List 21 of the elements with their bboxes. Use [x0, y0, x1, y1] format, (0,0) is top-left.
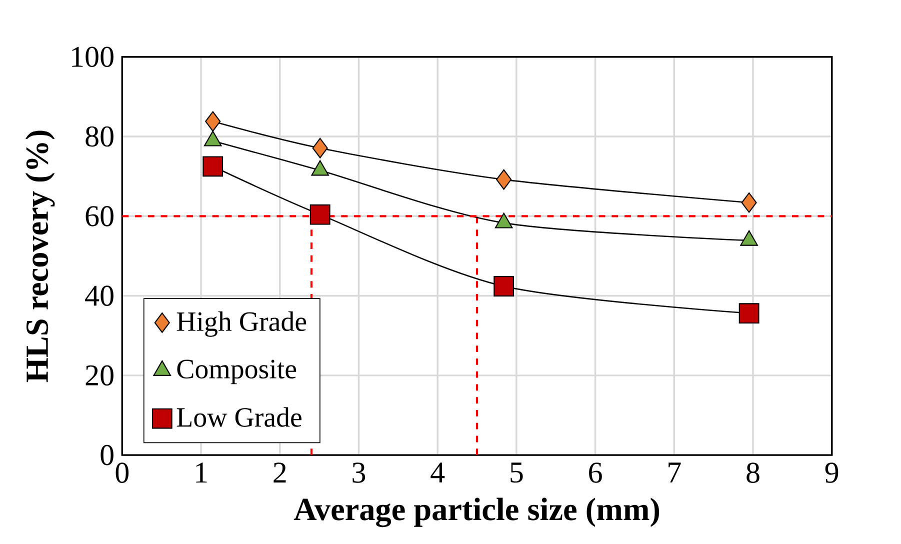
- x-axis-title: Average particle size (mm): [294, 498, 660, 528]
- y-tick-label: 80: [86, 126, 114, 147]
- x-tick-label: 1: [196, 462, 207, 483]
- x-tick-label: 4: [430, 462, 445, 483]
- x-tick-label: 9: [825, 462, 838, 484]
- y-tick-label: 40: [85, 286, 114, 306]
- x-tick-label: 3: [352, 462, 366, 484]
- x-tick-label: 2: [274, 462, 286, 483]
- y-axis-title: HLS recovery (%): [25, 130, 55, 382]
- x-tick-label: 8: [746, 462, 760, 484]
- legend-label: Composite: [177, 360, 296, 384]
- legend-label: High Grade: [176, 312, 306, 337]
- y-tick-label: 0: [100, 445, 114, 466]
- x-tick-label: 0: [116, 462, 129, 484]
- legend-label: Low Grade: [176, 407, 302, 428]
- y-tick-label: 60: [86, 206, 114, 226]
- x-tick-label: 6: [589, 462, 602, 484]
- x-tick-label: 7: [668, 462, 681, 483]
- x-tick-label: 5: [510, 462, 523, 483]
- y-tick-label: 20: [86, 365, 114, 386]
- y-tick-label: 100: [72, 46, 114, 68]
